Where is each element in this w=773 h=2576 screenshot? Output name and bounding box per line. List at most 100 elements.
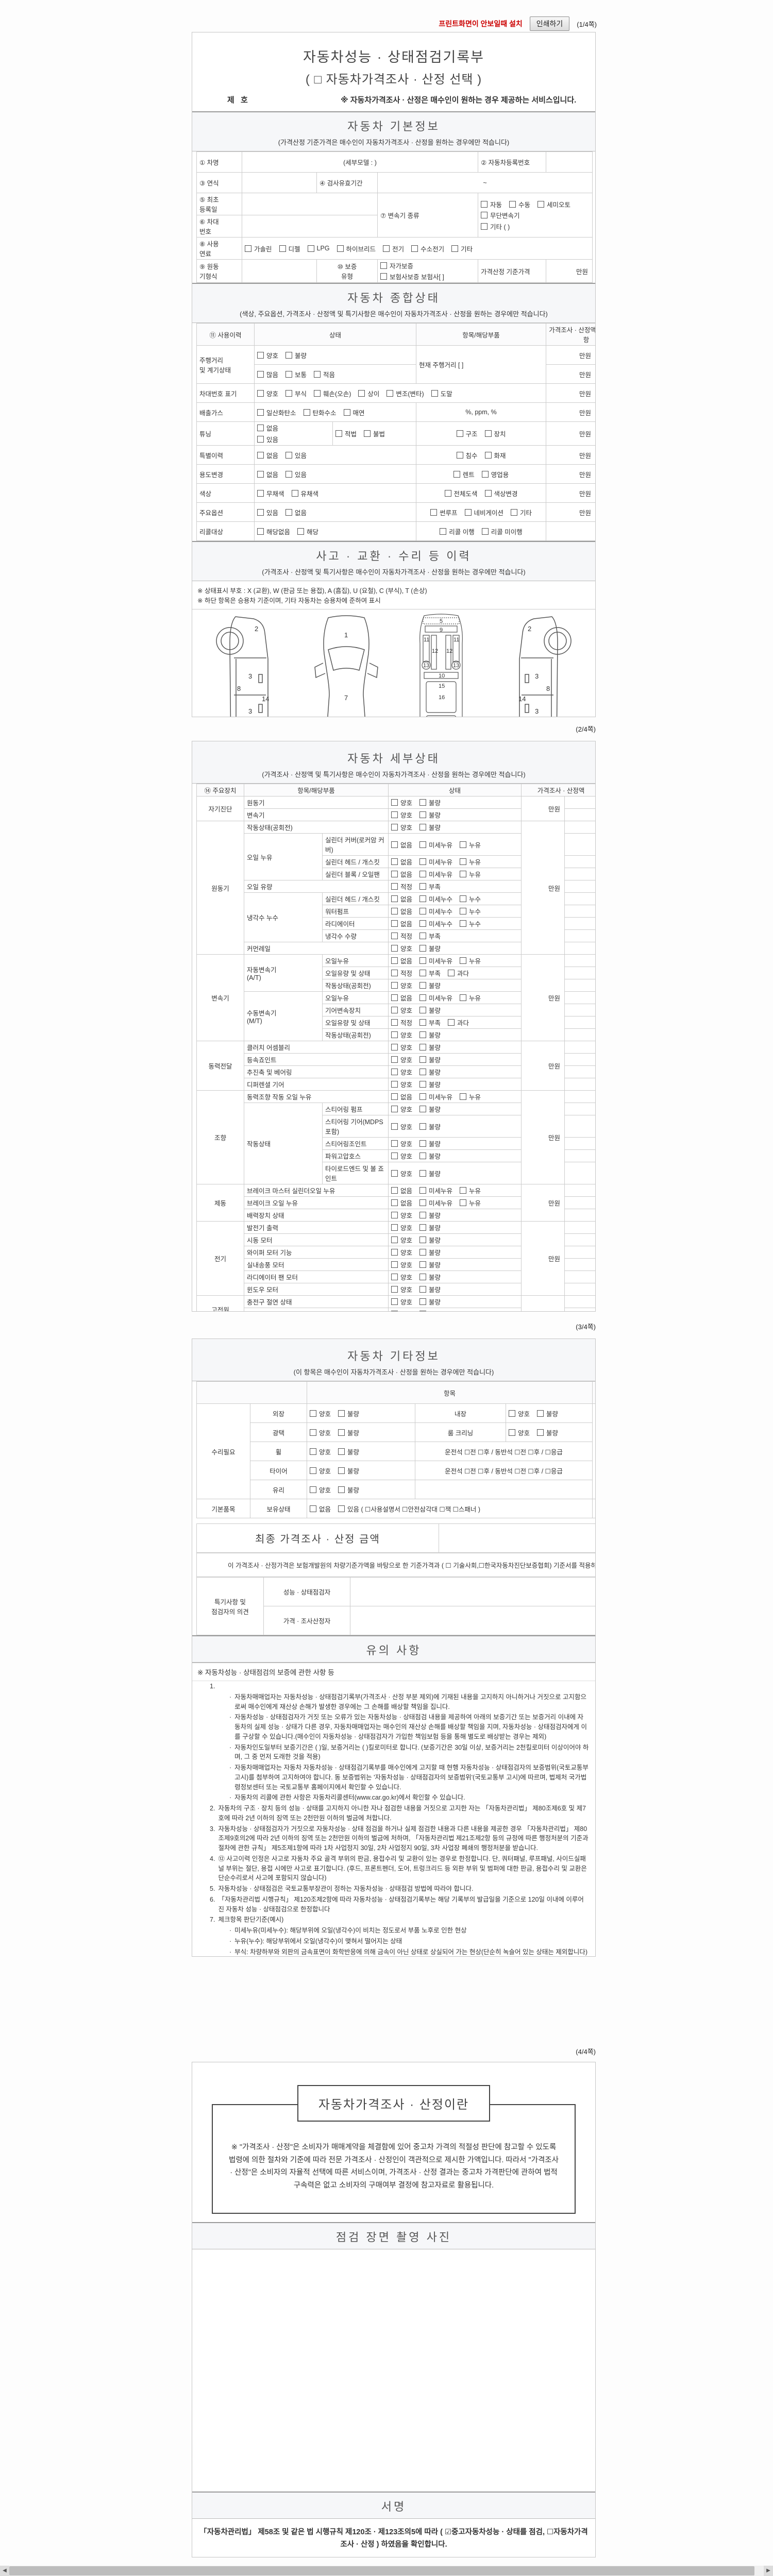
checkbox-icon[interactable]	[391, 933, 398, 939]
checkbox-icon[interactable]	[391, 1093, 398, 1100]
form-cell[interactable]	[564, 880, 595, 893]
checkbox-icon[interactable]	[257, 370, 264, 378]
form-cell[interactable]	[564, 1004, 595, 1016]
form-cell[interactable]	[242, 215, 378, 238]
checkbox-icon[interactable]	[310, 1505, 316, 1512]
checkbox-option[interactable]: 없음	[285, 507, 307, 517]
checkbox-option[interactable]: 많음	[257, 369, 278, 379]
checkbox-option[interactable]: 불량	[419, 822, 441, 832]
checkbox-icon[interactable]	[310, 1467, 316, 1474]
checkbox-icon[interactable]	[338, 1448, 345, 1455]
checkbox-option[interactable]: 불량	[285, 350, 307, 360]
checkbox-icon[interactable]	[537, 1429, 544, 1436]
checkbox-icon[interactable]	[391, 1249, 398, 1256]
checkbox-option[interactable]: 화재	[484, 450, 506, 460]
checkbox-icon[interactable]	[391, 1031, 398, 1038]
checkbox-icon[interactable]	[511, 509, 518, 516]
checkbox-icon[interactable]	[391, 1153, 398, 1159]
checkbox-icon[interactable]	[419, 970, 427, 976]
form-cell[interactable]	[564, 1065, 595, 1078]
form-cell[interactable]	[564, 1209, 595, 1222]
form-cell[interactable]	[564, 1270, 595, 1283]
checkbox-option[interactable]: 양호	[310, 1409, 331, 1418]
checkbox-option[interactable]: 보통	[285, 369, 307, 379]
checkbox-option[interactable]: 누수	[460, 894, 481, 904]
checkbox-option[interactable]: 누유	[460, 869, 481, 879]
checkbox-option[interactable]: 불량	[419, 1210, 441, 1220]
checkbox-option[interactable]: 미세누유	[419, 857, 452, 867]
checkbox-option[interactable]: 양호	[391, 1067, 412, 1077]
checkbox-icon[interactable]	[391, 982, 398, 989]
checkbox-option[interactable]: 불량	[419, 1247, 441, 1257]
checkbox-icon[interactable]	[460, 957, 467, 964]
checkbox-option[interactable]: 없음	[391, 956, 412, 965]
checkbox-icon[interactable]	[419, 1170, 427, 1177]
checkbox-option[interactable]: 양호	[391, 1247, 412, 1257]
checkbox-option[interactable]: 불량	[419, 1168, 441, 1178]
checkbox-icon[interactable]	[419, 1140, 427, 1147]
checkbox-option[interactable]: 기타	[511, 507, 532, 517]
checkbox-option[interactable]: 리콜 미이행	[481, 527, 523, 536]
checkbox-icon[interactable]	[391, 1236, 398, 1243]
checkbox-option[interactable]: 적정	[391, 931, 412, 941]
checkbox-icon[interactable]	[257, 425, 264, 431]
checkbox-option[interactable]: 불량	[419, 943, 441, 953]
horizontal-scrollbar[interactable]: ◀ ▶	[0, 2566, 773, 2576]
checkbox-icon[interactable]	[391, 1123, 398, 1130]
checkbox-option[interactable]: 하이브리드	[337, 244, 376, 253]
checkbox-option[interactable]: 불량	[338, 1409, 359, 1418]
checkbox-option[interactable]: 없음	[257, 469, 278, 479]
checkbox-icon[interactable]	[419, 811, 427, 818]
checkbox-icon[interactable]	[460, 858, 467, 865]
checkbox-icon[interactable]	[257, 470, 264, 478]
checkbox-icon[interactable]	[484, 451, 492, 459]
checkbox-option[interactable]: 무채색	[257, 488, 284, 498]
checkbox-icon[interactable]	[310, 1486, 316, 1493]
checkbox-icon[interactable]	[257, 436, 264, 443]
checkbox-option[interactable]: 탄화수소	[303, 408, 337, 417]
checkbox-option[interactable]: 렌트	[453, 469, 475, 479]
checkbox-icon[interactable]	[335, 430, 342, 437]
scroll-left-arrow[interactable]: ◀	[0, 2566, 9, 2576]
checkbox-icon[interactable]	[430, 509, 437, 516]
checkbox-option[interactable]: 장치	[484, 429, 506, 438]
checkbox-option[interactable]: 누유	[460, 1185, 481, 1195]
checkbox-option[interactable]: 불량	[419, 1260, 441, 1269]
checkbox-icon[interactable]	[391, 799, 398, 806]
form-cell[interactable]	[564, 1115, 595, 1138]
checkbox-option[interactable]: 과다	[448, 1018, 469, 1027]
checkbox-icon[interactable]	[419, 1106, 427, 1112]
checkbox-icon[interactable]	[391, 1106, 398, 1112]
checkbox-option[interactable]: 미세누수	[419, 894, 452, 904]
checkbox-option[interactable]: 양호	[391, 1104, 412, 1114]
checkbox-icon[interactable]	[257, 389, 264, 397]
checkbox-icon[interactable]	[391, 1187, 398, 1194]
checkbox-option[interactable]: 양호	[509, 1409, 530, 1418]
checkbox-option[interactable]: 부족	[419, 1018, 441, 1027]
checkbox-icon[interactable]	[456, 430, 463, 437]
checkbox-option[interactable]: 불량	[338, 1447, 359, 1456]
checkbox-option[interactable]: 없음	[391, 906, 412, 916]
checkbox-icon[interactable]	[338, 1505, 345, 1512]
checkbox-icon[interactable]	[460, 920, 467, 927]
checkbox-option[interactable]: 없음	[391, 894, 412, 904]
form-cell[interactable]	[564, 1137, 595, 1150]
checkbox-icon[interactable]	[460, 1093, 467, 1100]
checkbox-option[interactable]: 누유	[460, 956, 481, 965]
checkbox-option[interactable]: 수소전기	[411, 244, 444, 253]
checkbox-icon[interactable]	[391, 811, 398, 818]
checkbox-icon[interactable]	[391, 871, 398, 877]
checkbox-icon[interactable]	[419, 1212, 427, 1218]
checkbox-option[interactable]: 불량	[419, 1055, 441, 1064]
checkbox-option[interactable]: 적정	[391, 882, 412, 891]
checkbox-option[interactable]: 영업용	[481, 469, 509, 479]
form-cell[interactable]	[564, 1078, 595, 1091]
form-cell[interactable]	[564, 1221, 595, 1234]
checkbox-icon[interactable]	[411, 245, 418, 252]
checkbox-icon[interactable]	[453, 470, 460, 478]
form-cell[interactable]	[564, 1184, 595, 1197]
checkbox-icon[interactable]	[419, 982, 427, 989]
checkbox-icon[interactable]	[391, 994, 398, 1001]
form-cell[interactable]	[564, 1295, 595, 1308]
checkbox-option[interactable]: 과다	[448, 968, 469, 978]
